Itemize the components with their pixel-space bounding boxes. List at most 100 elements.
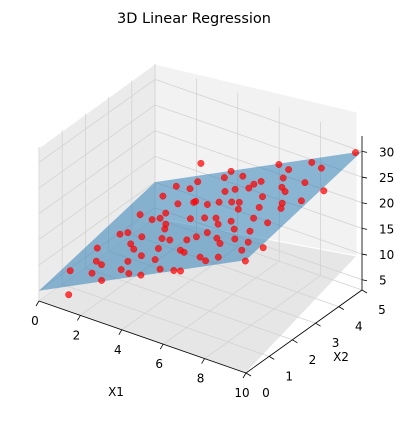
left-gridline-z	[38, 130, 156, 215]
data-point	[151, 256, 159, 264]
data-point	[154, 245, 162, 252]
data-point	[241, 257, 249, 265]
data-point	[297, 197, 305, 205]
data-point	[88, 269, 96, 277]
data-point	[186, 215, 194, 223]
data-point	[275, 161, 283, 168]
y-tick-label: 4	[355, 320, 363, 334]
data-point	[93, 244, 101, 252]
data-point	[137, 252, 145, 260]
x-tick-label: 10	[234, 386, 249, 400]
x-tick-label: 6	[155, 357, 163, 371]
z-tick-label: 10	[379, 248, 394, 262]
data-point	[216, 240, 224, 247]
data-point	[214, 220, 222, 228]
y-axis-label: X2	[333, 350, 349, 364]
data-point	[228, 198, 236, 206]
left-pane	[39, 64, 155, 301]
left-gridline-z	[38, 156, 156, 240]
data-point	[190, 198, 198, 206]
data-point	[186, 185, 194, 193]
data-point	[125, 270, 133, 277]
x-tick-label: 0	[31, 314, 39, 328]
data-point	[159, 192, 167, 200]
data-point	[214, 253, 222, 261]
z-tick-label: 5	[379, 274, 387, 288]
data-point	[246, 227, 254, 235]
data-point	[277, 204, 285, 212]
data-point	[172, 182, 180, 190]
data-point	[227, 217, 235, 225]
x-tick-label: 4	[114, 343, 122, 357]
data-point	[221, 188, 229, 195]
data-point	[239, 172, 247, 180]
data-point	[308, 159, 316, 166]
data-point	[161, 225, 169, 233]
y-tick-label: 3	[332, 336, 340, 350]
data-point	[320, 187, 328, 195]
x-tick-label: 2	[73, 328, 81, 342]
data-point	[194, 178, 202, 186]
data-point	[201, 214, 209, 222]
x-tick-mark	[118, 329, 123, 336]
y-tick-mark	[268, 356, 275, 360]
y-tick-mark	[338, 306, 345, 310]
data-point	[192, 233, 200, 241]
data-point	[124, 257, 132, 265]
tick-labels: 0 2 4 6 8 10 0 1 2 3 4 5 5 10 15 20 25 30	[31, 145, 394, 400]
y-tick-mark	[292, 339, 298, 344]
y-tick-label: 0	[262, 386, 270, 400]
data-point	[245, 184, 253, 192]
data-point	[203, 201, 211, 208]
data-point	[259, 244, 267, 252]
data-point	[180, 248, 188, 256]
back-gridline-z	[154, 79, 363, 152]
data-point	[279, 174, 287, 182]
data-point	[138, 233, 146, 241]
data-point	[177, 267, 184, 275]
data-point	[156, 214, 164, 222]
left-gridline-z	[38, 79, 156, 163]
data-point	[281, 188, 289, 196]
data-point	[65, 291, 73, 299]
data-point	[158, 235, 166, 242]
data-point	[227, 167, 235, 175]
x-tick-label: 8	[197, 372, 205, 386]
data-point	[285, 166, 293, 174]
data-point	[127, 240, 135, 248]
z-tick-mark	[361, 151, 368, 153]
data-point	[196, 253, 204, 261]
z-tick-mark	[361, 176, 368, 179]
data-point	[220, 174, 228, 182]
data-point	[170, 267, 178, 274]
z-tick-label: 20	[379, 197, 394, 211]
floor-gridline-y	[85, 267, 293, 341]
data-point	[231, 235, 239, 243]
data-point	[255, 203, 263, 211]
data-point	[202, 257, 210, 265]
data-point	[98, 261, 105, 269]
chart-title: 3D Linear Regression	[117, 11, 271, 27]
data-point	[66, 267, 74, 275]
floor-gridline-y	[62, 284, 270, 357]
left-gridline-z	[38, 181, 156, 266]
left-gridline-z	[38, 104, 156, 189]
y-tick-label: 2	[309, 353, 317, 367]
data-point	[238, 246, 246, 254]
data-point	[124, 229, 132, 237]
data-point	[250, 180, 258, 188]
x-tick-mark	[159, 343, 164, 350]
data-point	[235, 198, 243, 206]
data-point	[183, 236, 191, 244]
x-axis-line	[38, 300, 247, 374]
data-point	[117, 266, 125, 274]
z-tick-label: 25	[379, 171, 394, 185]
data-point	[92, 257, 100, 265]
y-tick-label: 5	[378, 303, 386, 317]
data-point	[244, 238, 252, 246]
scatter-points	[65, 149, 359, 299]
data-point	[231, 185, 239, 193]
data-point	[197, 159, 205, 167]
data-point	[137, 271, 145, 279]
